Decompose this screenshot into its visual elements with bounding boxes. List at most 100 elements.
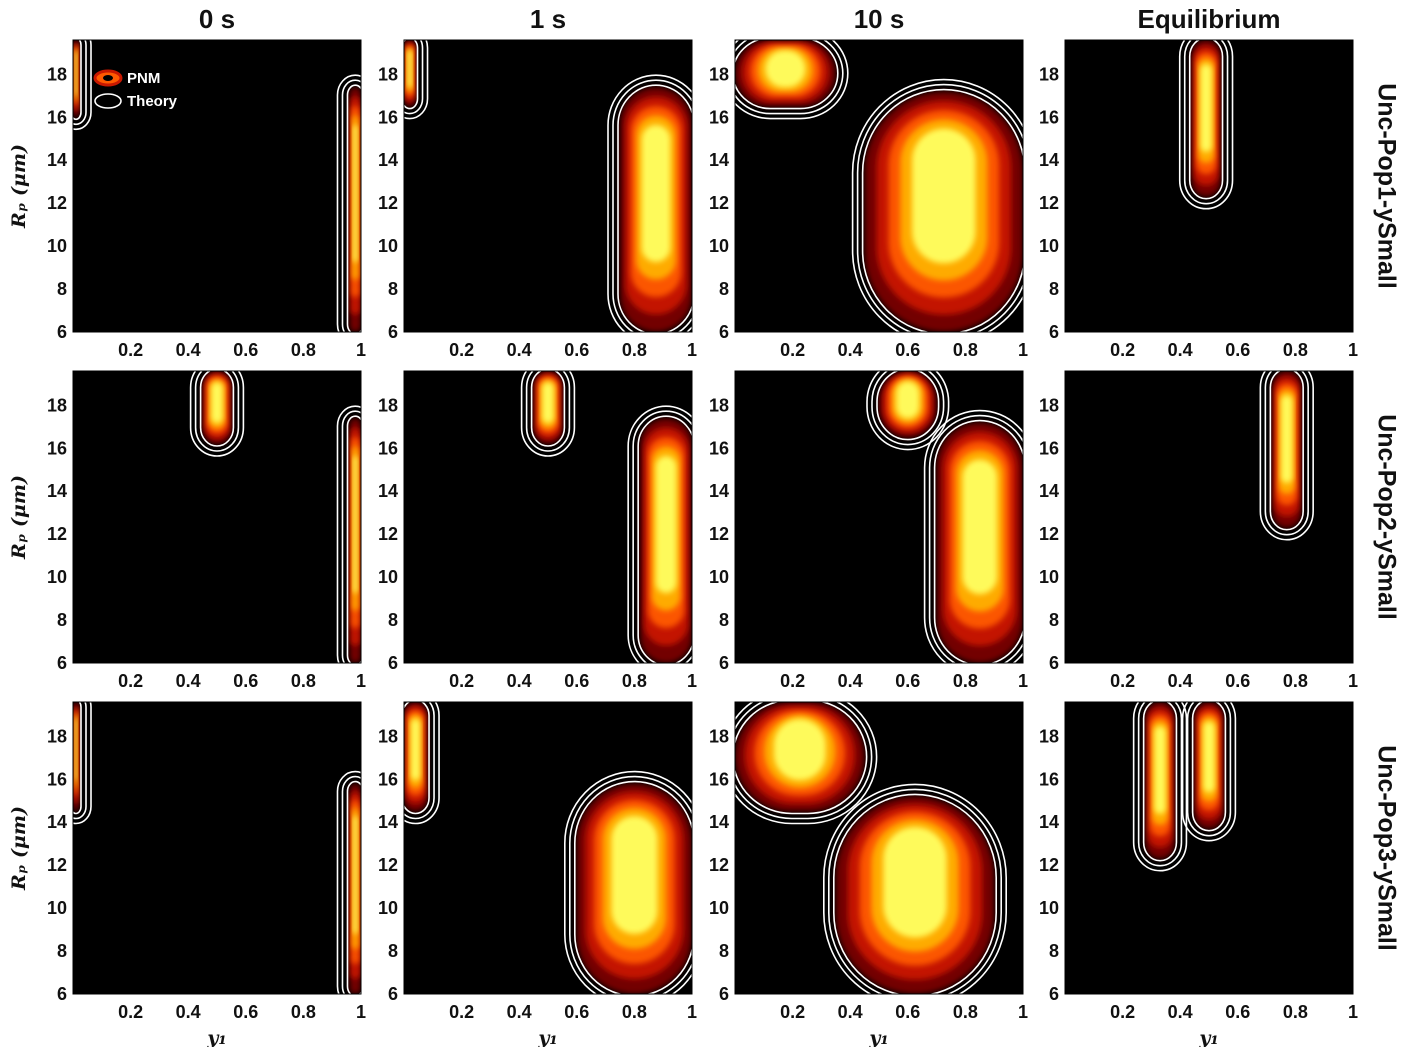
y-tick-label: 8 (57, 279, 67, 299)
y-tick-label: 12 (47, 855, 67, 875)
axes-frame (72, 370, 362, 664)
y-tick-label: 16 (1039, 107, 1059, 127)
heat-region (1259, 371, 1314, 541)
axes-frame (403, 701, 693, 995)
x-tick-label: 0.4 (507, 340, 532, 360)
theory-contour (833, 793, 997, 994)
y-tick-label: 12 (1039, 524, 1059, 544)
y-tick-label: 18 (378, 726, 398, 746)
plot-area (73, 40, 361, 332)
theory-contour (735, 702, 878, 825)
y-tick-label: 8 (719, 941, 729, 961)
x-tick-label: 0.4 (1168, 671, 1193, 691)
y-tick-label: 6 (1049, 984, 1059, 1004)
x-tick-label: 1 (687, 340, 697, 360)
x-axis-label: y₁ (868, 1027, 888, 1047)
x-tick-label: 0.6 (564, 671, 589, 691)
heat-region (189, 371, 245, 457)
y-tick-label: 18 (378, 64, 398, 84)
theory-contour (876, 371, 940, 441)
y-tick-label: 10 (378, 567, 398, 587)
column-title: 0 s (199, 4, 235, 34)
theory-contour (735, 40, 839, 110)
theory-contour (866, 371, 950, 451)
x-tick-label: 0.4 (507, 671, 532, 691)
theory-contour (933, 419, 1023, 663)
y-tick-label: 12 (378, 524, 398, 544)
x-axis-label: y₁ (537, 1027, 557, 1047)
row-title: Unc-Pop1-ySmall (1372, 83, 1400, 289)
theory-contour (1183, 40, 1229, 205)
theory-contour (1178, 40, 1234, 210)
y-tick-label: 16 (378, 769, 398, 789)
theory-contour (569, 775, 692, 994)
axes-frame (403, 370, 693, 664)
y-tick-label: 16 (378, 107, 398, 127)
y-tick-label: 8 (719, 279, 729, 299)
y-tick-label: 8 (388, 941, 398, 961)
theory-contour (73, 40, 82, 121)
x-tick-label: 0.2 (780, 340, 805, 360)
y-tick-label: 18 (378, 395, 398, 415)
heat-region (923, 409, 1023, 663)
x-tick-label: 0.8 (1283, 1002, 1308, 1022)
y-tick-label: 10 (709, 898, 729, 918)
y-tick-label: 18 (1039, 395, 1059, 415)
axes-frame (734, 370, 1024, 664)
y-tick-label: 6 (388, 984, 398, 1004)
theory-contour (607, 74, 692, 332)
x-tick-label: 1 (356, 671, 366, 691)
x-tick-label: 0.6 (1225, 340, 1250, 360)
y-tick-label: 10 (1039, 236, 1059, 256)
y-tick-label: 16 (47, 107, 67, 127)
y-tick-label: 16 (709, 107, 729, 127)
axes-frame (72, 39, 362, 333)
theory-contour (1191, 702, 1227, 832)
x-tick-label: 0.6 (564, 1002, 589, 1022)
x-tick-label: 0.8 (291, 1002, 316, 1022)
legend: PNM Theory (93, 69, 178, 110)
y-tick-label: 8 (388, 279, 398, 299)
theory-contour (612, 79, 692, 332)
heat-region (627, 405, 692, 663)
theory-contour (856, 83, 1023, 332)
y-tick-label: 18 (47, 395, 67, 415)
theory-contour (336, 770, 361, 994)
x-tick-label: 0.8 (291, 671, 316, 691)
x-tick-label: 0.8 (1283, 671, 1308, 691)
y-tick-label: 14 (709, 481, 729, 501)
y-axis-label: Rₚ (μm) (8, 806, 30, 891)
axes-frame (734, 701, 1024, 995)
theory-contour (341, 775, 361, 994)
x-tick-label: 0.6 (564, 340, 589, 360)
y-tick-label: 8 (388, 610, 398, 630)
y-axis-label: Rₚ (μm) (8, 144, 30, 229)
theory-contour (73, 40, 87, 126)
theory-contour (632, 410, 692, 663)
theory-contour (1132, 702, 1188, 872)
y-tick-label: 14 (47, 481, 67, 501)
plot-area (73, 702, 361, 994)
theory-contour (525, 371, 571, 452)
x-tick-label: 0.8 (1283, 340, 1308, 360)
heat-region (607, 74, 692, 332)
x-tick-label: 0.8 (291, 340, 316, 360)
theory-contour (617, 84, 692, 332)
x-tick-label: 0.6 (895, 1002, 920, 1022)
column-titles: 0 s 1 s 10 s Equilibrium (199, 4, 1281, 34)
theory-contour (194, 371, 240, 452)
y-tick-label: 12 (1039, 193, 1059, 213)
y-tick-label: 18 (47, 726, 67, 746)
theory-contour (1188, 40, 1224, 200)
theory-contour (735, 40, 844, 115)
x-tick-label: 0.2 (118, 1002, 143, 1022)
y-tick-label: 10 (709, 567, 729, 587)
